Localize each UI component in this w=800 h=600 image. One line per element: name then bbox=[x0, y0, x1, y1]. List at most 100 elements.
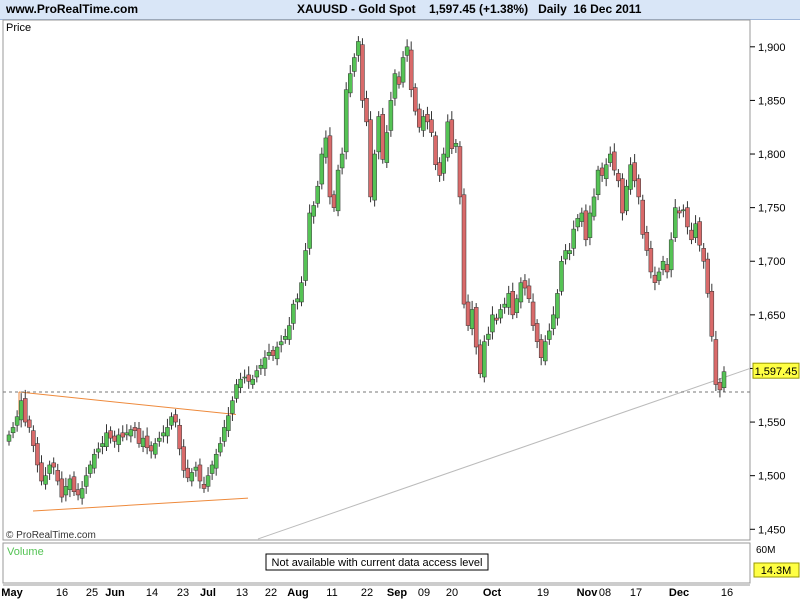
candle bbox=[116, 428, 121, 453]
last-price-badge: 1,597.45 bbox=[752, 362, 800, 379]
candle-body bbox=[120, 432, 125, 438]
last-price-label: 1,597.45 bbox=[755, 366, 798, 378]
candle bbox=[668, 232, 674, 278]
candle-body bbox=[486, 333, 491, 340]
price-panel-frame bbox=[2, 19, 751, 541]
candle bbox=[543, 335, 548, 366]
candle bbox=[136, 422, 142, 448]
candle-body bbox=[461, 194, 467, 305]
x-tick-label: Nov bbox=[577, 587, 599, 599]
candle bbox=[534, 319, 540, 349]
candle-body bbox=[339, 153, 345, 169]
candle-body bbox=[453, 143, 459, 147]
candle bbox=[209, 460, 215, 480]
candle-body bbox=[632, 162, 637, 182]
candle-body bbox=[234, 384, 239, 399]
candle bbox=[547, 323, 552, 345]
candle bbox=[278, 335, 284, 353]
candle-body bbox=[413, 87, 418, 112]
candle bbox=[303, 243, 308, 286]
candle-body bbox=[591, 196, 597, 217]
candle bbox=[23, 389, 28, 427]
candle bbox=[644, 225, 650, 256]
candle bbox=[234, 379, 239, 403]
candle-body bbox=[213, 453, 219, 469]
x-tick-label: Oct bbox=[483, 587, 502, 599]
candle-body bbox=[506, 293, 511, 308]
candle-body bbox=[587, 212, 593, 238]
candle-body bbox=[262, 357, 268, 369]
candle bbox=[526, 278, 532, 304]
x-tick-label: May bbox=[1, 587, 23, 599]
candle bbox=[6, 430, 12, 446]
candle-body bbox=[473, 307, 479, 348]
candle bbox=[587, 205, 593, 246]
candle-body bbox=[608, 153, 613, 163]
candle bbox=[486, 326, 491, 346]
support-trendline bbox=[257, 367, 751, 540]
candle-body bbox=[433, 135, 438, 165]
volume-message-box bbox=[265, 553, 489, 571]
candle-body bbox=[242, 376, 247, 379]
candle-body bbox=[47, 464, 52, 474]
candle bbox=[490, 306, 495, 340]
candle bbox=[433, 131, 438, 171]
candle-body bbox=[559, 260, 564, 292]
candle-body bbox=[209, 464, 215, 474]
candle-body bbox=[376, 116, 381, 153]
candle bbox=[319, 147, 325, 190]
site-name[interactable]: www.ProRealTime.com bbox=[6, 2, 139, 16]
candle-body bbox=[713, 339, 719, 385]
x-tick-label: 08 bbox=[599, 587, 611, 599]
candle-body bbox=[181, 446, 186, 471]
candle-body bbox=[599, 167, 605, 176]
candle bbox=[612, 143, 617, 176]
candle bbox=[380, 107, 385, 164]
x-tick-label: 22 bbox=[361, 587, 373, 599]
candle bbox=[250, 374, 255, 389]
y-tick-label: 1,850 bbox=[758, 95, 786, 107]
candle-body bbox=[128, 429, 134, 437]
candle-body bbox=[343, 89, 349, 153]
candle bbox=[701, 243, 706, 269]
candle bbox=[339, 147, 345, 175]
candle-body bbox=[352, 57, 357, 72]
candle bbox=[522, 274, 528, 296]
candle bbox=[226, 407, 231, 438]
y-tick-label: 1,450 bbox=[758, 524, 786, 536]
candle bbox=[165, 418, 170, 444]
candle-body bbox=[299, 282, 304, 303]
candle bbox=[31, 425, 36, 453]
y-tick-label: 1,700 bbox=[758, 256, 786, 268]
candle-body bbox=[408, 49, 414, 90]
candle bbox=[705, 252, 710, 298]
candle bbox=[262, 350, 268, 376]
candle-body bbox=[222, 427, 227, 442]
candle bbox=[360, 38, 365, 108]
candle-body bbox=[189, 472, 195, 482]
candle-body bbox=[108, 430, 113, 439]
y-tick-label: 1,650 bbox=[758, 310, 786, 322]
candle-body bbox=[197, 464, 203, 482]
candle-body bbox=[348, 73, 353, 94]
candle-body bbox=[482, 341, 487, 378]
candle bbox=[384, 125, 390, 168]
candle bbox=[400, 51, 406, 88]
candle-body bbox=[693, 223, 698, 238]
candle-body bbox=[303, 250, 308, 281]
candle-body bbox=[510, 291, 515, 316]
candle bbox=[213, 448, 219, 476]
candle-body bbox=[469, 309, 475, 330]
candle bbox=[640, 194, 645, 239]
candle-body bbox=[71, 476, 77, 493]
x-axis: May 16 25 Jun 14 23 Jul 13 22 Aug 11 22 Sep 09 20 Oct 19… bbox=[1, 584, 750, 599]
candle bbox=[721, 366, 727, 393]
candle-body bbox=[652, 274, 658, 283]
candle bbox=[307, 204, 312, 255]
candle-body bbox=[717, 382, 723, 391]
volume-panel-label: Volume bbox=[7, 546, 44, 558]
x-tick-label: Jun bbox=[105, 587, 125, 599]
candle bbox=[449, 111, 455, 155]
candle-body bbox=[612, 151, 617, 171]
